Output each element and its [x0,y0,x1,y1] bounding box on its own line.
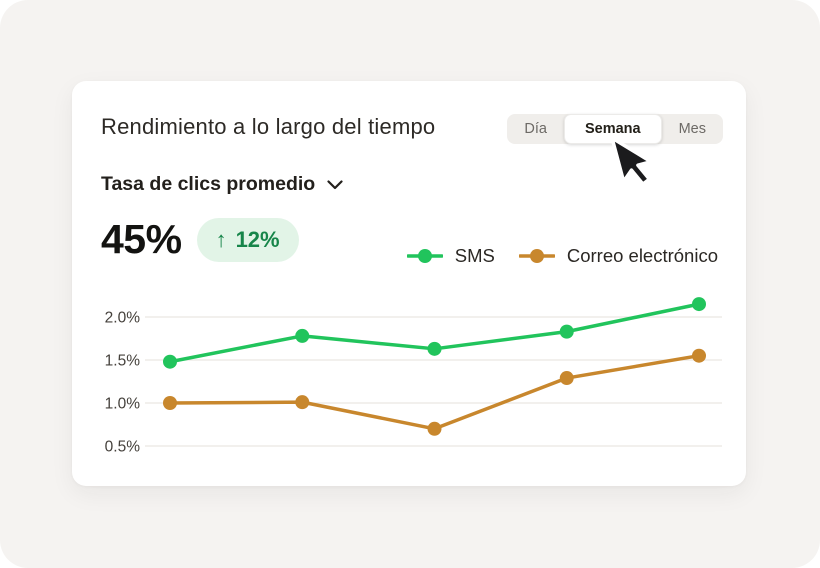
legend-item-sms: SMS [406,245,495,267]
sms-legend-marker-icon [406,249,443,263]
time-range-tab-group: Día Semana Mes [507,114,723,144]
data-point[interactable] [427,341,442,356]
tab-mes[interactable]: Mes [678,121,706,137]
data-point[interactable] [163,354,177,369]
y-axis-tick-label: 1.0% [105,396,141,413]
legend-label-sms: SMS [454,245,495,266]
legend-item-email: Correo electrónico [518,245,718,267]
data-point[interactable] [692,348,706,363]
y-axis-tick-label: 1.5% [105,353,141,370]
chevron-down-icon [327,179,343,189]
line-chart: 2.0% 1.5% 1.0% 0.5% [105,297,722,456]
delta-value: 12% [235,226,280,252]
data-point[interactable] [559,324,574,339]
performance-card: Rendimiento a lo largo del tiempo Día Se… [72,81,746,486]
page-title: Rendimiento a lo largo del tiempo [101,114,436,139]
data-point[interactable] [692,297,706,312]
arrow-up-icon: ↑ [215,226,227,252]
chart-legend: SMS Correo electrónico [406,245,718,267]
legend-label-email: Correo electrónico [566,245,718,266]
delta-badge: ↑ 12% [196,217,299,262]
email-legend-marker-icon [518,249,555,263]
tab-semana[interactable]: Semana [563,114,662,144]
series-line [168,353,701,431]
data-point[interactable] [559,371,574,386]
metric-dropdown-label: Tasa de clics promedio [101,173,316,195]
stat-row: 45% ↑ 12% [101,216,299,263]
metric-dropdown[interactable]: Tasa de clics promedio [101,173,343,196]
stat-value: 45% [101,216,182,262]
data-point[interactable] [427,421,442,436]
tab-dia[interactable]: Día [524,121,547,137]
data-point[interactable] [163,396,177,410]
data-point[interactable] [295,328,310,343]
y-axis-tick-label: 2.0% [105,310,141,327]
data-point[interactable] [295,395,310,410]
y-axis-tick-label: 0.5% [105,439,141,456]
